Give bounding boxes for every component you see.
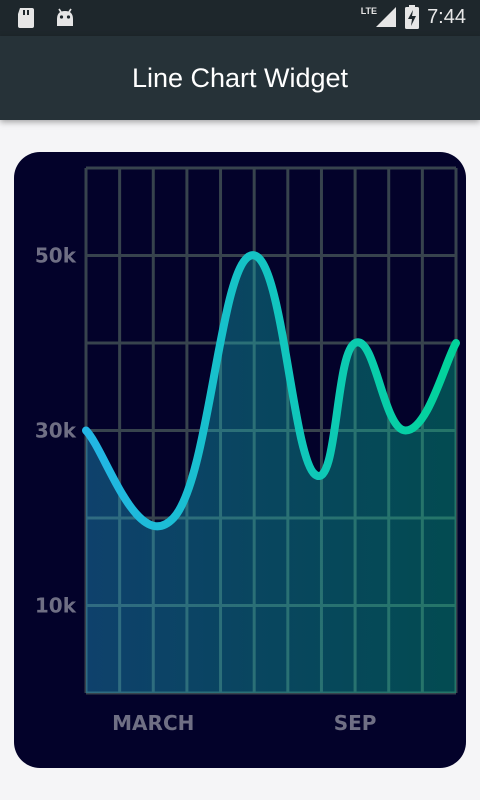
series-line-group — [82, 251, 460, 531]
system-icons: LTE 7:44 — [351, 5, 466, 29]
series-area-fill — [86, 255, 456, 693]
sd-card-icon — [18, 8, 34, 28]
x-axis-ticks: MARCH SEP — [112, 711, 376, 735]
app-bar: Line Chart Widget — [0, 36, 480, 120]
x-tick-label: MARCH — [112, 711, 194, 735]
y-tick-label: 10k — [35, 594, 77, 618]
line-chart: 10k 30k 50k MARCH SEP — [35, 166, 460, 735]
series-line — [82, 251, 460, 531]
page-title: Line Chart Widget — [131, 62, 349, 93]
y-tick-label: 50k — [35, 244, 77, 268]
signal-icon — [376, 7, 397, 27]
network-type-label: LTE — [360, 6, 378, 16]
notification-icons — [16, 7, 76, 29]
x-tick-label: SEP — [334, 711, 377, 735]
battery-icon — [405, 5, 420, 29]
y-tick-label: 30k — [35, 419, 77, 443]
area-fill-group — [86, 255, 456, 693]
clock: 7:44 — [427, 5, 466, 28]
chart-card: 10k 30k 50k MARCH SEP — [14, 152, 466, 768]
status-bar: LTE 7:44 — [0, 0, 480, 36]
android-icon — [57, 8, 73, 26]
y-axis-ticks: 10k 30k 50k — [35, 244, 77, 618]
